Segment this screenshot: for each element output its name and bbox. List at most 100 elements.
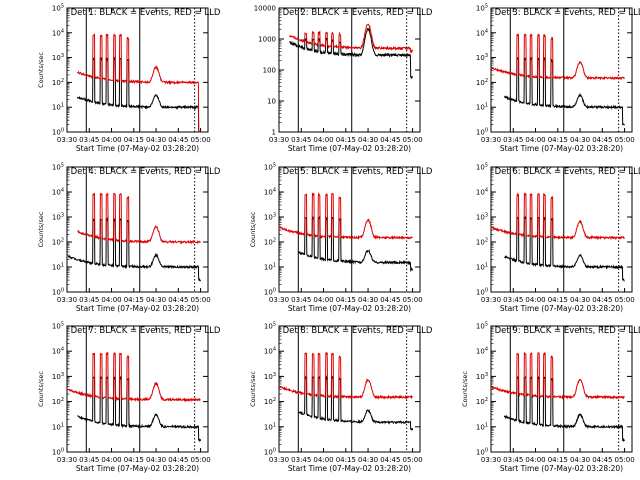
x-tick-label: 04:30: [570, 296, 590, 304]
series-events-line: [297, 215, 414, 272]
x-axis-label: Start Time (07-May-02 03:28:20): [288, 304, 411, 313]
y-tick-label: 100: [476, 448, 488, 457]
y-tick-label: 105: [476, 163, 488, 172]
panel-title: Det 1: BLACK = Events, RED = LLD: [71, 8, 221, 18]
x-tick-label: 04:30: [146, 136, 166, 144]
y-axis-label: Counts/sec: [37, 371, 45, 407]
x-tick-label: 03:45: [79, 296, 99, 304]
y-tick-label: 101: [476, 422, 488, 431]
y-tick-label: 102: [52, 397, 64, 406]
plot-frame: [66, 166, 209, 293]
x-tick-label: 03:45: [79, 136, 99, 144]
x-tick-label: 04:00: [525, 296, 545, 304]
x-tick-label: 04:30: [358, 136, 378, 144]
panel-title: Det 6: BLACK = Events, RED = LLD: [495, 167, 640, 177]
series-events-line: [289, 27, 414, 80]
x-tick-label: 04:30: [358, 296, 378, 304]
y-tick-label: 105: [264, 163, 276, 172]
plot-frame: [278, 7, 421, 133]
series-lld-line: [490, 192, 625, 241]
detector-panel-2: 03:30 03:45 04:00 04:15 04:30 04:45 05:00 1 10 10…: [254, 5, 433, 154]
y-tick-label: 104: [52, 28, 64, 37]
x-axis-label: Start Time (07-May-02 03:28:20): [76, 304, 199, 313]
y-axis-label: Counts/sec: [249, 211, 257, 247]
series-lld-line: [66, 351, 201, 403]
x-tick-label: 04:45: [592, 296, 612, 304]
x-tick-label: 03:45: [503, 456, 523, 464]
x-tick-label: 04:00: [313, 296, 333, 304]
x-axis-label: Start Time (07-May-02 03:28:20): [500, 144, 623, 153]
x-tick-label: 05:00: [402, 296, 422, 304]
plot-frame: [490, 7, 633, 133]
x-tick-label: 04:45: [592, 136, 612, 144]
x-tick-label: 04:15: [336, 136, 356, 144]
detector-panel-5: 03:30 03:45 04:00 04:15 04:30 04:45 05:00 100 10…: [249, 163, 433, 314]
plot-frame: [278, 166, 421, 293]
x-tick-label: 03:45: [503, 136, 523, 144]
series-lld-line: [278, 191, 413, 241]
x-tick-label: 04:30: [146, 456, 166, 464]
x-axis-label: Start Time (07-May-02 03:28:20): [288, 144, 411, 153]
x-tick-label: 04:00: [101, 296, 121, 304]
y-tick-label: 103: [52, 213, 64, 222]
detector-panel-1: 03:30 03:45 04:00 04:15 04:30 04:45 05:00 100 10…: [37, 4, 221, 154]
series-events-line: [504, 215, 625, 282]
y-tick-label: 101: [52, 103, 64, 112]
x-tick-label: 05:00: [190, 136, 210, 144]
series-events-line: [68, 216, 202, 282]
x-tick-label: 04:45: [380, 296, 400, 304]
series-lld-line: [490, 351, 625, 400]
x-tick-label: 03:30: [481, 296, 501, 304]
x-tick-label: 04:15: [548, 136, 568, 144]
x-tick-label: 05:00: [614, 136, 634, 144]
y-tick-label: 102: [264, 397, 276, 406]
y-tick-label: 104: [264, 188, 276, 197]
y-tick-label: 103: [52, 372, 64, 381]
x-tick-label: 03:30: [481, 456, 501, 464]
plot-frame: [490, 166, 633, 293]
detector-panel-7: 03:30 03:45 04:00 04:15 04:30 04:45 05:00 100 10…: [37, 322, 221, 474]
x-tick-label: 05:00: [402, 456, 422, 464]
panel-title: Det 7: BLACK = Events, RED = LLD: [71, 326, 221, 336]
y-tick-label: 102: [52, 78, 64, 87]
y-tick-label: 100: [52, 128, 64, 137]
x-tick-label: 04:15: [124, 296, 144, 304]
x-tick-label: 04:45: [380, 136, 400, 144]
x-tick-label: 05:00: [190, 456, 210, 464]
y-tick-label: 104: [476, 28, 488, 37]
x-tick-label: 03:45: [291, 296, 311, 304]
series-lld-line: [490, 33, 625, 81]
x-tick-label: 04:00: [525, 136, 545, 144]
y-tick-label: 101: [264, 263, 276, 272]
panel-title: Det 9: BLACK = Events, RED = LLD: [495, 326, 640, 336]
y-tick-label: 100: [52, 448, 64, 457]
x-tick-label: 03:30: [269, 296, 289, 304]
panel-title: Det 5: BLACK = Events, RED = LLD: [283, 167, 433, 177]
y-tick-label: 100: [263, 67, 276, 75]
panel-title: Det 8: BLACK = Events, RED = LLD: [283, 326, 433, 336]
y-axis-label: Counts/sec: [37, 211, 45, 247]
y-tick-label: 10000: [254, 5, 276, 13]
x-tick-label: 04:45: [592, 456, 612, 464]
y-tick-label: 1: [272, 129, 276, 137]
y-tick-label: 100: [476, 288, 488, 297]
series-events-line: [503, 376, 626, 443]
x-tick-label: 03:30: [57, 136, 77, 144]
x-tick-label: 03:45: [79, 456, 99, 464]
x-axis-label: Start Time (07-May-02 03:28:20): [288, 464, 411, 473]
y-tick-label: 104: [476, 347, 488, 356]
x-axis-label: Start Time (07-May-02 03:28:20): [500, 464, 623, 473]
detector-panel-9: 03:30 03:45 04:00 04:15 04:30 04:45 05:00 100 10…: [461, 322, 640, 474]
y-tick-label: 103: [264, 213, 276, 222]
series-events-line: [298, 375, 414, 431]
y-tick-label: 105: [52, 322, 64, 331]
plot-frame: [278, 325, 421, 453]
series-lld-line: [76, 32, 201, 133]
series-lld-line: [278, 351, 413, 400]
y-tick-label: 104: [476, 188, 488, 197]
y-tick-label: 104: [52, 188, 64, 197]
x-tick-label: 03:45: [503, 296, 523, 304]
x-tick-label: 04:45: [168, 136, 188, 144]
y-tick-label: 105: [52, 163, 64, 172]
